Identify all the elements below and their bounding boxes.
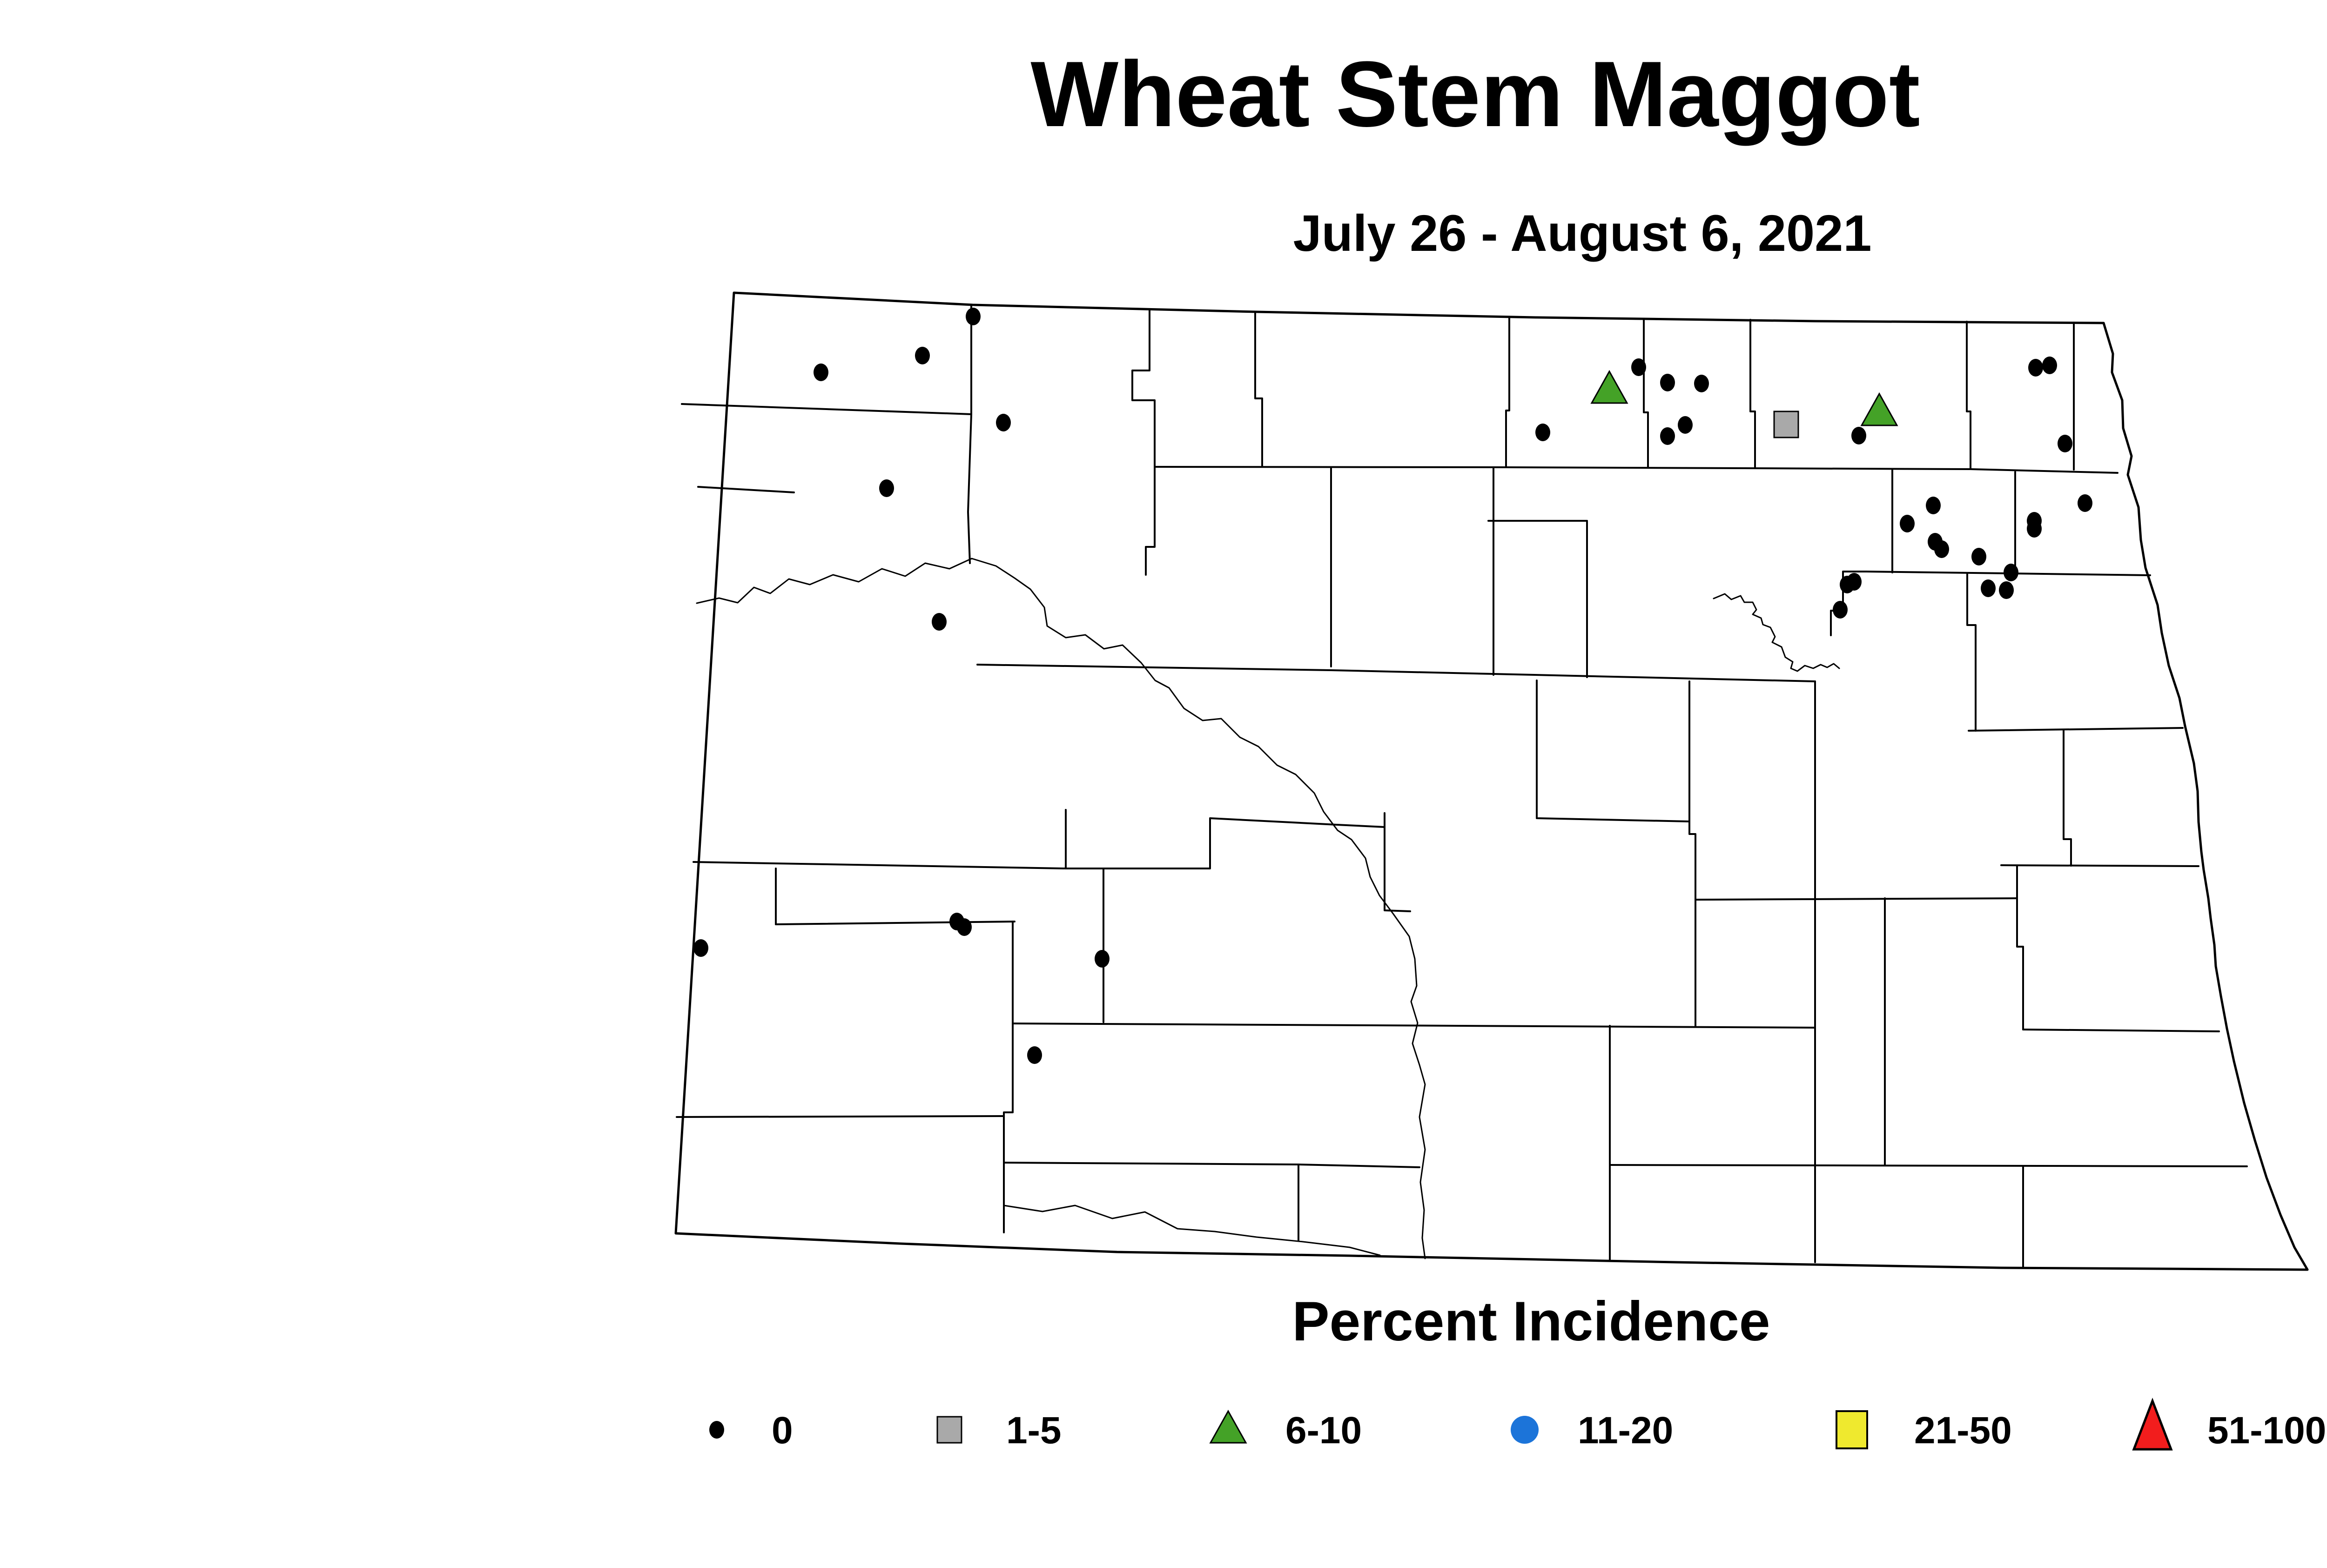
map-marker-dot-0: [966, 308, 981, 325]
legend-symbol-triangle-icon: [1209, 1409, 1247, 1444]
map-marker-dot-0: [1660, 427, 1675, 445]
legend-symbol-circle-icon: [1511, 1416, 1539, 1444]
state-outline: [674, 291, 2309, 1271]
map-marker-dot-0: [1971, 548, 1986, 565]
legend-symbol-bigtriangle-icon: [2132, 1398, 2173, 1451]
map-marker-dot-0: [1660, 374, 1675, 391]
map-marker-dot-0: [2028, 359, 2043, 377]
map-marker-dot-0: [1027, 1046, 1042, 1064]
map-marker-dot-0: [957, 918, 972, 936]
legend-symbol-square-icon: [936, 1416, 962, 1444]
legend-symbol-dot-icon: [709, 1421, 724, 1439]
legend-label-51-100: 51-100: [2207, 1409, 2327, 1452]
map-marker-dot-0: [996, 414, 1011, 431]
map-marker-dot-0: [1934, 540, 1949, 558]
map-marker-triangle-6-10: [1860, 392, 1898, 426]
map-marker-dot-0: [1926, 497, 1941, 514]
map-marker-dot-0: [2004, 564, 2018, 581]
map-marker-dot-0: [2058, 435, 2072, 452]
map-marker-dot-0: [1694, 375, 1709, 392]
map-marker-dot-0: [2027, 520, 2042, 538]
map-marker-dot-0: [2078, 494, 2092, 512]
legend-label-0: 0: [772, 1409, 793, 1452]
map-marker-dot-0: [1535, 424, 1550, 441]
cannonball-river: [1003, 1205, 1381, 1256]
incidence-markers: [693, 308, 2092, 1064]
legend-label-21-50: 21-50: [1914, 1409, 2012, 1452]
map-marker-dot-0: [693, 939, 708, 957]
legend-symbols: [709, 1398, 2173, 1451]
legend-title: Percent Incidence: [1292, 1290, 1770, 1353]
county-borders: [676, 305, 2248, 1269]
map-marker-dot-0: [2042, 357, 2057, 374]
map-marker-triangle-6-10: [1590, 370, 1628, 404]
map-marker-dot-0: [1847, 573, 1862, 591]
map-marker-dot-0: [1678, 416, 1693, 434]
devils-lake-shore: [1713, 593, 1840, 672]
map-marker-square-1-5: [1773, 411, 1799, 438]
map-marker-dot-0: [1851, 427, 1866, 444]
map-marker-dot-0: [915, 347, 930, 364]
legend-label-1-5: 1-5: [1006, 1409, 1062, 1452]
map-marker-dot-0: [814, 363, 828, 381]
map-marker-dot-0: [1095, 950, 1110, 968]
map-marker-dot-0: [879, 479, 894, 497]
map-marker-dot-0: [1631, 358, 1646, 376]
legend-label-6-10: 6-10: [1285, 1409, 1362, 1452]
map-marker-dot-0: [1999, 581, 2014, 599]
map-marker-dot-0: [1900, 515, 1915, 532]
legend-label-11-20: 11-20: [1578, 1409, 1674, 1452]
legend-symbol-bigsquare-icon: [1836, 1410, 1868, 1449]
river-lines: [696, 558, 1840, 1259]
map-marker-dot-0: [1981, 579, 1996, 597]
missouri-river: [696, 558, 1426, 1259]
date-range-subtitle: July 26 - August 6, 2021: [1293, 205, 1872, 262]
map-marker-dot-0: [1833, 601, 1848, 619]
page-title: Wheat Stem Maggot: [1030, 42, 1920, 146]
map-marker-dot-0: [932, 613, 947, 631]
